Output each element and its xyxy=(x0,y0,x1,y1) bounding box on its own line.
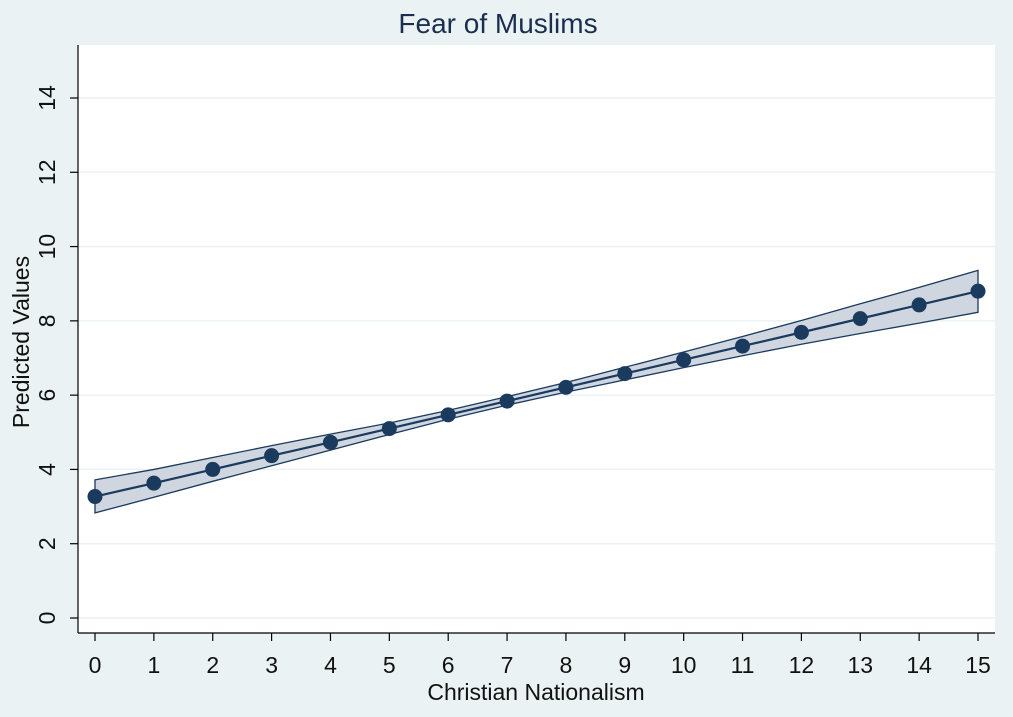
x-tick-label: 4 xyxy=(324,652,337,678)
x-tick-label: 9 xyxy=(618,652,631,678)
data-point xyxy=(440,407,456,423)
plot-area xyxy=(78,45,995,633)
data-point xyxy=(205,461,221,477)
ci-band xyxy=(94,269,979,514)
x-tick-label: 15 xyxy=(965,652,991,678)
y-tick-label: 14 xyxy=(34,85,60,111)
x-tick-label: 0 xyxy=(89,652,102,678)
data-point xyxy=(970,283,986,299)
data-point xyxy=(617,366,633,382)
x-tick-label: 14 xyxy=(906,652,932,678)
data-point xyxy=(793,324,809,340)
y-tick-label: 2 xyxy=(34,537,60,550)
y-axis-title: Predicted Values xyxy=(8,256,34,428)
x-tick-label: 10 xyxy=(671,652,697,678)
chart-title: Fear of Muslims xyxy=(398,8,597,39)
x-tick-label: 1 xyxy=(147,652,160,678)
x-tick-label: 3 xyxy=(265,652,278,678)
y-tick-label: 6 xyxy=(34,389,60,402)
x-tick-label: 2 xyxy=(206,652,219,678)
data-point xyxy=(322,434,338,450)
x-tick-label: 5 xyxy=(383,652,396,678)
data-markers xyxy=(87,283,986,505)
data-point xyxy=(735,338,751,354)
y-tick-label: 4 xyxy=(34,463,60,476)
data-point xyxy=(676,352,692,368)
series-line xyxy=(94,290,979,498)
data-point xyxy=(558,379,574,395)
y-tick-label: 12 xyxy=(34,159,60,185)
data-point xyxy=(146,475,162,491)
y-tick-label: 10 xyxy=(34,234,60,260)
data-point xyxy=(381,421,397,437)
x-tick-label: 6 xyxy=(442,652,455,678)
data-point xyxy=(911,297,927,313)
confidence-band xyxy=(94,269,979,514)
x-tick-label: 13 xyxy=(847,652,873,678)
data-point xyxy=(87,489,103,505)
x-tick-label: 11 xyxy=(731,652,755,678)
y-tick-label: 8 xyxy=(34,314,60,327)
data-point xyxy=(852,311,868,327)
x-axis-title: Christian Nationalism xyxy=(427,679,644,705)
x-tick-label: 12 xyxy=(789,652,815,678)
series-line-group xyxy=(94,290,979,498)
x-tick-label: 8 xyxy=(560,652,573,678)
data-point xyxy=(499,393,515,409)
data-point xyxy=(264,448,280,464)
x-tick-label: 7 xyxy=(501,652,514,678)
y-tick-label: 0 xyxy=(34,612,60,625)
